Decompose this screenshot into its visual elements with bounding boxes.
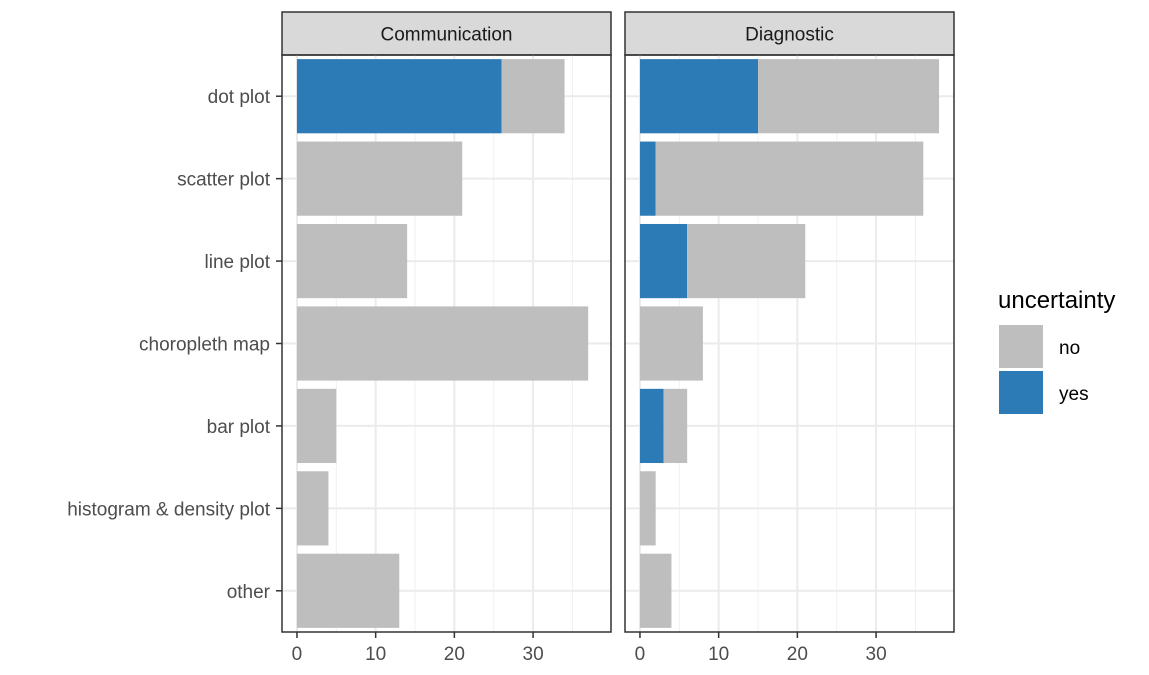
legend-title: uncertainty xyxy=(998,287,1115,314)
legend-key-yes xyxy=(999,371,1043,414)
legend-key-no xyxy=(999,325,1043,368)
x-tick-label: 10 xyxy=(708,644,729,665)
panel-communication: Communication 0 10 20 30 dot plot scatter plot… xyxy=(67,11,612,665)
bar-dot-plot-no xyxy=(758,59,940,134)
bar-line-plot-yes xyxy=(639,223,688,299)
facet-strip xyxy=(281,11,612,56)
bar-dot-plot-no xyxy=(501,59,565,134)
bar-other-no xyxy=(639,553,672,628)
bar-dot-plot-yes xyxy=(639,59,759,134)
bar-line-plot-no xyxy=(687,223,806,299)
legend-label-no: no xyxy=(1059,338,1080,359)
y-tick-label: histogram & density plot xyxy=(67,499,270,520)
panel-border xyxy=(624,54,955,633)
x-tick-label: 0 xyxy=(635,644,646,665)
x-tick-label: 30 xyxy=(523,644,544,665)
legend-label-yes: yes xyxy=(1059,384,1089,405)
bar-histogram-and-density-plot-no xyxy=(639,471,656,546)
bar-bar-plot-no xyxy=(663,388,688,464)
bar-choropleth-map-no xyxy=(639,306,703,381)
x-tick-label: 30 xyxy=(866,644,887,665)
legend: uncertainty no yes xyxy=(998,287,1115,414)
x-tick-label: 20 xyxy=(444,644,465,665)
bar-scatter-plot-no xyxy=(655,141,924,216)
y-tick-label: scatter plot xyxy=(177,170,271,191)
y-tick-label: dot plot xyxy=(208,87,271,108)
bar-line-plot-no xyxy=(296,223,408,299)
x-tick-label: 10 xyxy=(365,644,386,665)
bar-histogram-and-density-plot-no xyxy=(296,471,329,546)
x-tick-label: 0 xyxy=(292,644,303,665)
y-tick-label: line plot xyxy=(205,252,271,273)
facet-title: Diagnostic xyxy=(745,25,834,46)
y-tick-label: other xyxy=(227,582,271,603)
y-tick-label: choropleth map xyxy=(139,335,270,356)
panel-diagnostic: Diagnostic 0 10 20 30 xyxy=(624,11,955,665)
bar-bar-plot-yes xyxy=(639,388,664,464)
bar-scatter-plot-yes xyxy=(639,141,656,216)
facet-title: Communication xyxy=(381,25,513,46)
bar-other-no xyxy=(296,553,400,628)
x-tick-label: 20 xyxy=(787,644,808,665)
bar-choropleth-map-no xyxy=(296,306,589,381)
bar-bar-plot-no xyxy=(296,388,337,464)
bar-scatter-plot-no xyxy=(296,141,463,216)
y-tick-label: bar plot xyxy=(207,417,271,438)
bar-dot-plot-yes xyxy=(296,59,502,134)
facet-strip xyxy=(624,11,955,56)
